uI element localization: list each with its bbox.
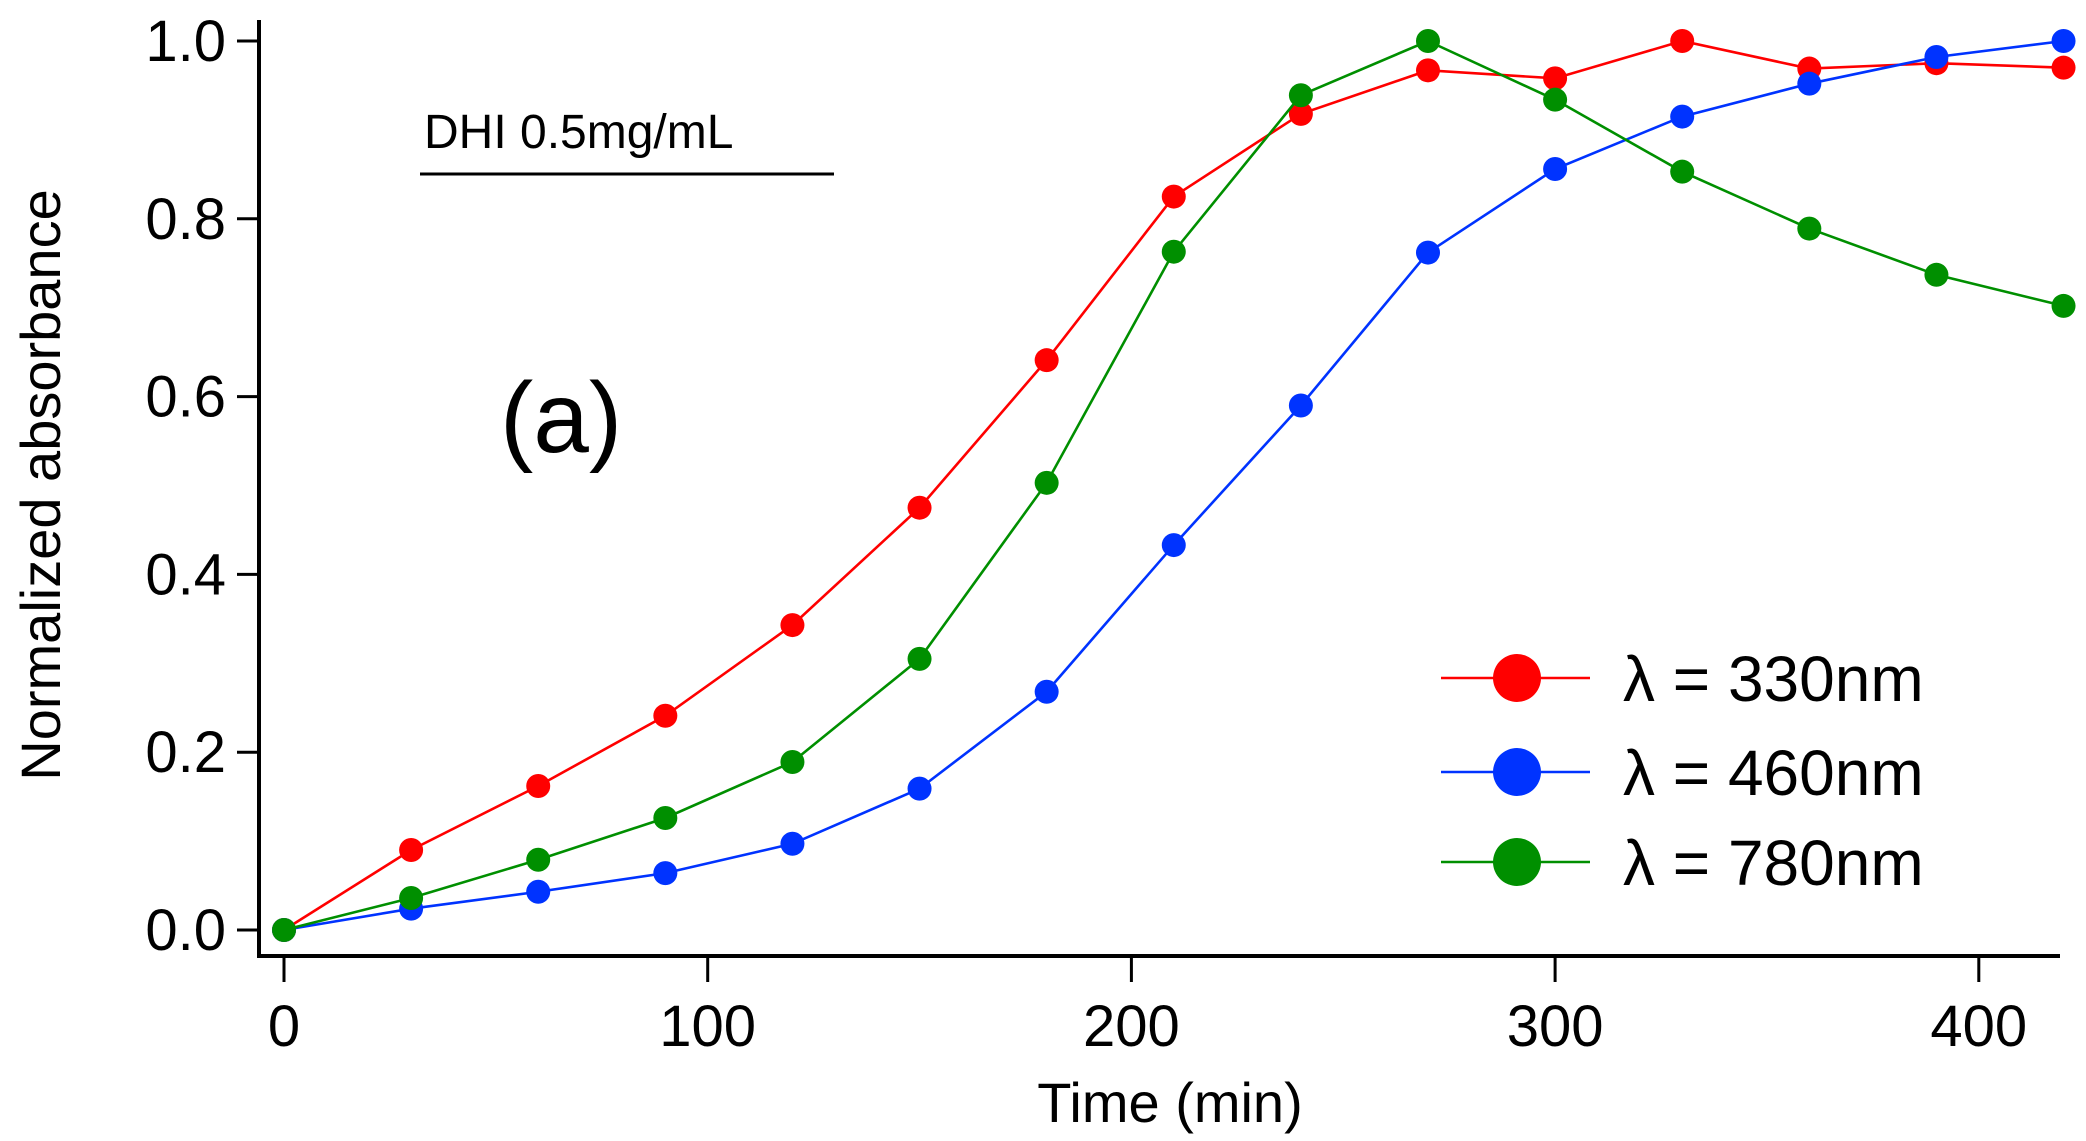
data-point: [653, 861, 678, 886]
series-group: [272, 29, 2076, 942]
data-point: [1415, 58, 1440, 83]
data-point: [1670, 104, 1695, 129]
data-point: [1161, 533, 1186, 558]
data-point: [780, 831, 805, 856]
y-tick-label: 0.0: [145, 898, 226, 963]
data-point: [272, 918, 296, 942]
legend-label: λ = 460nm: [1623, 737, 1924, 809]
legend-label: λ = 330nm: [1623, 643, 1924, 715]
data-point: [1797, 71, 1822, 96]
y-tick-label: 0.6: [145, 365, 226, 430]
x-tick-label: 0: [268, 994, 300, 1059]
data-point: [780, 749, 805, 774]
data-point: [653, 805, 678, 830]
axes: 0 100 200 300 400 0.0 0.2 0.4 0.6 0.8 1.0: [145, 9, 2060, 1059]
data-point: [653, 703, 678, 728]
legend-label: λ = 780nm: [1623, 827, 1924, 899]
series-780nm: [272, 29, 2076, 942]
legend-marker: [1493, 748, 1541, 796]
data-point: [1670, 29, 1695, 53]
x-tick-label: 100: [659, 994, 756, 1059]
legend-marker: [1493, 654, 1541, 702]
data-point: [1797, 216, 1822, 241]
x-axis-label: Time (min): [1037, 1071, 1302, 1134]
data-point: [1543, 66, 1568, 91]
y-tick-label: 0.4: [145, 542, 226, 607]
series-330nm: [272, 29, 2076, 942]
data-point: [907, 776, 932, 801]
data-point: [1161, 184, 1186, 209]
legend-marker: [1493, 838, 1541, 886]
data-point: [1034, 348, 1059, 373]
data-point: [1924, 45, 1949, 70]
panel-label: (a): [500, 362, 622, 474]
data-point: [2051, 293, 2076, 318]
y-axis-label: Normalized absorbance: [9, 189, 72, 780]
data-point: [907, 495, 932, 520]
data-point: [1543, 157, 1568, 182]
data-point: [526, 847, 551, 872]
legend-entry: λ = 460nm: [1441, 737, 1924, 809]
x-tick-label: 300: [1507, 994, 1604, 1059]
legend: λ = 330nm λ = 460nm λ = 780nm: [1441, 643, 1924, 899]
data-point: [1034, 470, 1059, 495]
data-point: [1415, 240, 1440, 265]
data-point: [2051, 55, 2076, 80]
x-tick-label: 200: [1083, 994, 1180, 1059]
data-point: [780, 613, 805, 638]
data-point: [1288, 83, 1313, 108]
x-tick-label: 400: [1930, 994, 2027, 1059]
data-point: [526, 879, 551, 904]
data-point: [907, 646, 932, 671]
data-point: [1034, 679, 1059, 704]
data-point: [1924, 262, 1949, 287]
y-tick-label: 0.2: [145, 720, 226, 785]
y-tick-label: 1.0: [145, 9, 226, 74]
data-point: [399, 885, 424, 910]
data-point: [1288, 393, 1313, 418]
data-point: [1543, 87, 1568, 112]
legend-entry: λ = 780nm: [1441, 827, 1924, 899]
y-tick-label: 0.8: [145, 187, 226, 252]
legend-entry: λ = 330nm: [1441, 643, 1924, 715]
data-point: [2051, 29, 2076, 53]
data-point: [526, 773, 551, 798]
data-point: [1288, 101, 1313, 126]
data-point: [1670, 159, 1695, 184]
data-point: [1415, 29, 1440, 53]
sample-annotation: DHI 0.5mg/mL: [424, 106, 733, 159]
data-point: [399, 837, 424, 862]
data-point: [1161, 239, 1186, 264]
